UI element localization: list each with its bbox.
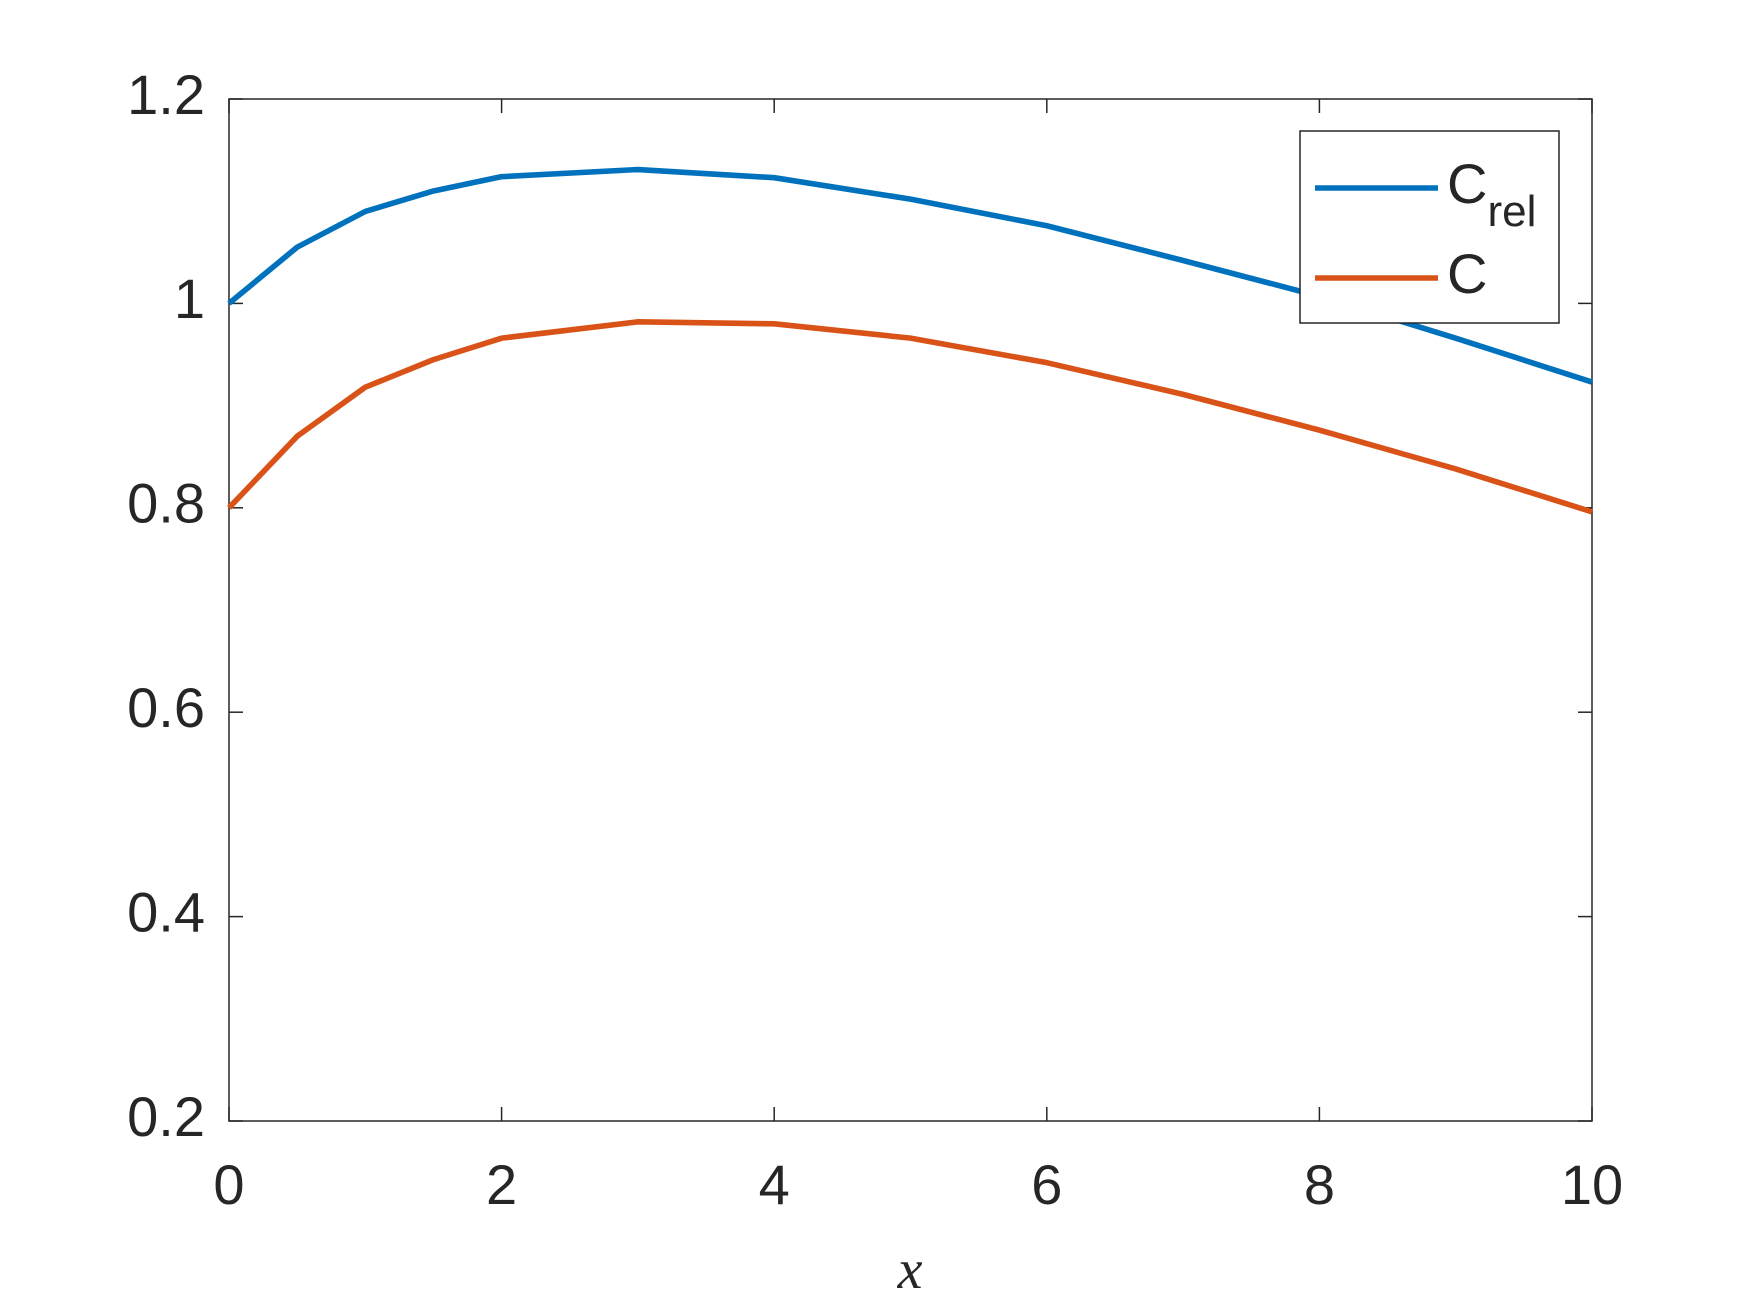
legend-label-main: C bbox=[1447, 152, 1487, 215]
legend-label-subscript: rel bbox=[1487, 187, 1536, 236]
x-tick-label: 0 bbox=[213, 1153, 244, 1216]
legend-box bbox=[1299, 130, 1560, 324]
x-tick-label: 10 bbox=[1561, 1153, 1623, 1216]
legend-label: Crel bbox=[1447, 152, 1536, 236]
y-tick-label: 0.8 bbox=[127, 472, 205, 535]
y-tick-label: 1.2 bbox=[127, 63, 205, 126]
x-tick-label: 4 bbox=[759, 1153, 790, 1216]
x-axis-label: x bbox=[897, 1239, 923, 1301]
y-tick-label: 0.4 bbox=[127, 880, 205, 943]
y-tick-label: 0.2 bbox=[127, 1085, 205, 1148]
y-tick-label: 1 bbox=[174, 267, 205, 330]
legend-label-main: C bbox=[1447, 242, 1487, 305]
x-tick-label: 2 bbox=[486, 1153, 517, 1216]
data-line bbox=[226, 318, 1593, 515]
y-tick-label: 0.6 bbox=[127, 676, 205, 739]
x-tick-label: 8 bbox=[1304, 1153, 1335, 1216]
x-tick-label: 6 bbox=[1031, 1153, 1062, 1216]
legend-label: C bbox=[1447, 242, 1487, 305]
